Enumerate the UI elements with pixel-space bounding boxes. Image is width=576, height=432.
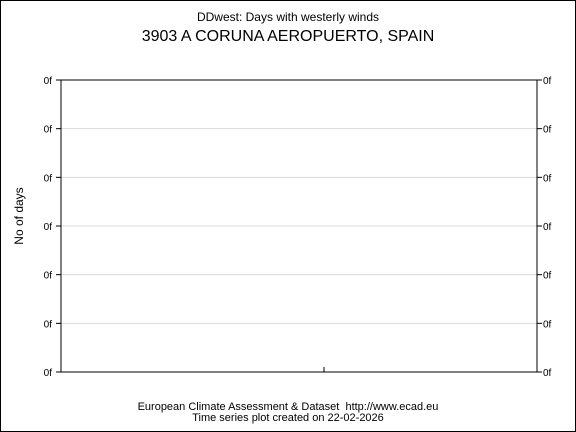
footer-credit: European Climate Assessment & Dataset ht…	[137, 401, 439, 413]
y-tick-label-left: 0f	[44, 125, 53, 136]
y-axis-ticks: 0f 0f 0f 0f 0f 0f 0f 0f 0f 0f 0f 0f 0f 0f	[44, 76, 552, 379]
chart-title: DDwest: Days with westerly winds	[196, 10, 380, 24]
y-tick-label-left: 0f	[44, 173, 53, 184]
y-tick-label-right: 0f	[543, 319, 552, 330]
y-tick-label-left: 0f	[44, 271, 53, 282]
y-tick-label-right: 0f	[543, 173, 552, 184]
y-axis-label: No of days	[12, 187, 26, 244]
y-tick-label-right: 0f	[543, 368, 552, 379]
y-tick-label-right: 0f	[543, 222, 552, 233]
footer-created-date: Time series plot created on 22-02-2026	[192, 412, 384, 424]
y-tick-label-left: 0f	[44, 319, 53, 330]
grid-lines	[61, 128, 537, 324]
y-tick-label-right: 0f	[543, 76, 552, 87]
chart-subtitle: 3903 A CORUNA AEROPUERTO, SPAIN	[141, 28, 435, 45]
y-tick-label-right: 0f	[543, 125, 552, 136]
y-tick-label-left: 0f	[44, 222, 53, 233]
y-tick-label-right: 0f	[543, 271, 552, 282]
y-tick-label-left: 0f	[44, 368, 53, 379]
y-tick-label-left: 0f	[44, 76, 53, 87]
